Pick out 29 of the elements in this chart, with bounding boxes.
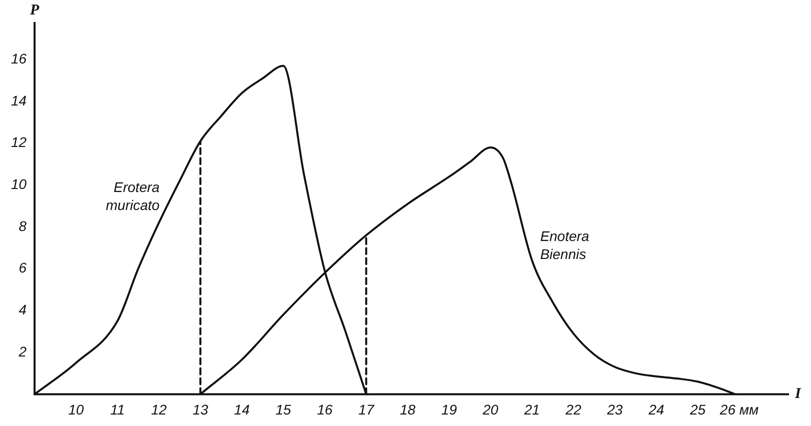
y-tick-label: 4	[18, 301, 27, 318]
x-tick-label: 15	[275, 401, 292, 418]
x-tick-label: 21	[523, 401, 540, 418]
x-tick-label: 25	[689, 401, 706, 418]
y-tick-label: 10	[10, 176, 27, 192]
y-tick-label: 14	[10, 92, 27, 108]
x-tick-label: 22	[564, 401, 582, 418]
x-tick-label: 14	[234, 401, 250, 418]
x-tick-label: 24	[648, 401, 664, 418]
x-tick-label: 16	[316, 401, 333, 418]
x-tick-label: 11	[110, 401, 125, 418]
x-tick-label: 26 мм	[718, 401, 759, 418]
x-tick-label: 17	[358, 401, 376, 418]
x-tick-label: 18	[400, 401, 416, 418]
x-tick-label: 19	[441, 401, 458, 418]
y-tick-label: 6	[18, 260, 27, 276]
x-tick-label: 12	[151, 401, 167, 418]
y-tick-label: 12	[10, 134, 27, 150]
y-tick-label: 2	[18, 343, 27, 360]
y-tick-label: 8	[18, 218, 27, 234]
x-tick-label: 13	[192, 401, 208, 418]
x-axis-title: I	[794, 386, 802, 402]
series-label: Enotera Biennis	[540, 228, 590, 262]
x-tick-label: 10	[68, 401, 84, 418]
y-tick-label: 16	[10, 50, 27, 67]
x-tick-label: 23	[606, 401, 623, 418]
x-tick-label: 20	[482, 401, 499, 418]
series-label: Erotera muricato	[106, 179, 160, 214]
y-axis-title: P	[30, 2, 40, 18]
